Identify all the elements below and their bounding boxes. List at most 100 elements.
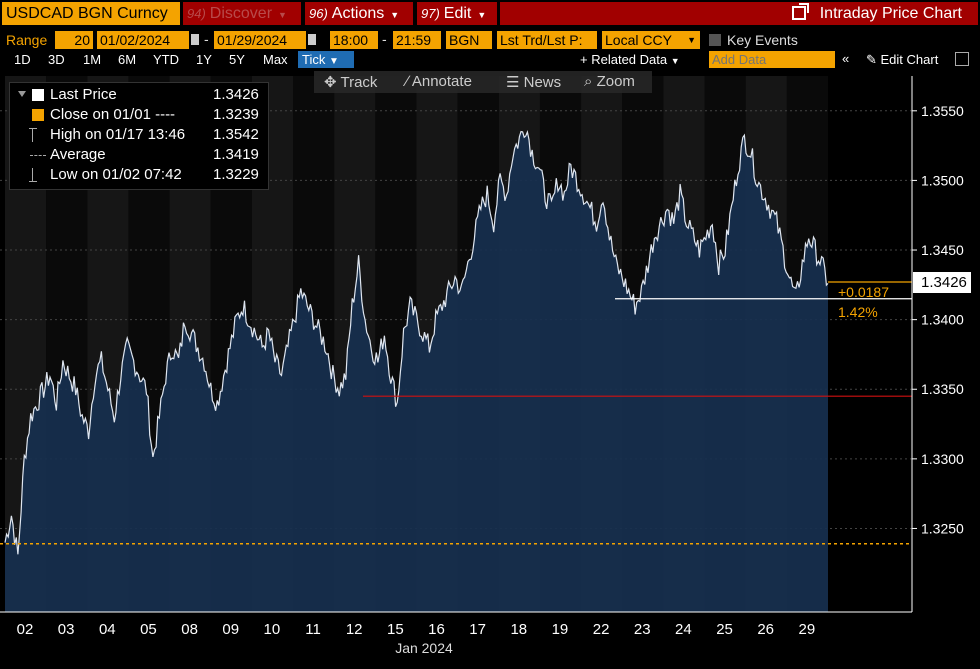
news-icon: ☰: [506, 74, 524, 91]
tick-dropdown[interactable]: Tick ▼: [298, 51, 354, 68]
source-field[interactable]: BGN: [446, 31, 492, 49]
calendar-icon[interactable]: [191, 34, 199, 45]
range-bar: Range 20 01/02/2024 - 01/29/2024 18:00 -…: [0, 30, 980, 50]
x-tick-label: 25: [716, 621, 733, 638]
edit-chart-button[interactable]: ✎ Edit Chart: [866, 52, 938, 68]
x-tick-label: 23: [634, 621, 651, 638]
period-max[interactable]: Max: [263, 52, 288, 67]
legend-last-price[interactable]: Last Price 1.3426: [10, 85, 270, 105]
tick-label: Tick: [302, 52, 326, 67]
track-tool[interactable]: ✥ Track: [324, 73, 377, 91]
news-label: News: [523, 74, 562, 91]
legend-label: Close on 01/01 ----: [50, 106, 176, 123]
x-tick-label: 17: [469, 621, 486, 638]
magnifier-icon: ⌕: [584, 73, 597, 90]
market-field[interactable]: Lst Trd/Lst P:: [497, 31, 597, 49]
chevron-down-icon: ▼: [477, 10, 487, 20]
window-toggle-icon[interactable]: [955, 52, 969, 66]
price-change-abs: +0.0187: [838, 284, 889, 300]
start-time-field[interactable]: 18:00: [330, 31, 378, 49]
key-events-label: Key Events: [727, 32, 798, 48]
period-1y[interactable]: 1Y: [196, 52, 212, 67]
legend-label: High on 01/17 13:46: [50, 126, 186, 143]
annotate-label: Annotate: [411, 73, 472, 90]
pencil-icon: ✎: [866, 52, 881, 67]
related-data-menu[interactable]: + Related Data ▼: [580, 52, 680, 67]
period-ytd[interactable]: YTD: [153, 52, 179, 67]
x-tick-label: 24: [675, 621, 692, 638]
currency-value: Local CCY: [605, 32, 672, 48]
price-change-pct: 1.42%: [838, 304, 878, 320]
key-events-checkbox[interactable]: [709, 34, 721, 46]
x-tick-label: 04: [99, 621, 116, 638]
legend-high[interactable]: High on 01/17 13:46 1.3542: [10, 125, 270, 145]
title-bar: USDCAD BGN Curncy 94) Discover ▼ 96) Action…: [0, 0, 980, 27]
zoom-tool[interactable]: ⌕ Zoom: [584, 73, 635, 90]
chart-toolbar: ✥ Track ∕ Annotate ☰ News ⌕ Zoom: [314, 71, 652, 93]
edit-label: Edit: [443, 5, 472, 22]
x-tick-label: 09: [222, 621, 239, 638]
track-label: Track: [340, 74, 378, 91]
period-1d[interactable]: 1D: [14, 52, 31, 67]
price-area: [5, 131, 828, 612]
popout-icon[interactable]: [791, 3, 809, 20]
crosshair-icon: ✥: [324, 74, 341, 91]
collapse-icon[interactable]: «: [842, 51, 850, 66]
end-time-field[interactable]: 21:59: [393, 31, 441, 49]
period-3d[interactable]: 3D: [48, 52, 65, 67]
x-tick-label: 12: [346, 621, 363, 638]
range-separator: -: [204, 31, 209, 47]
y-tick-label: 1.3450: [921, 242, 964, 258]
period-6m[interactable]: 6M: [118, 52, 137, 67]
calendar-icon[interactable]: [308, 34, 316, 45]
legend-average[interactable]: Average 1.3419: [10, 145, 270, 165]
average-marker-icon: [30, 155, 46, 156]
news-tool[interactable]: ☰ News: [506, 73, 561, 91]
range-value-field[interactable]: 20: [55, 31, 93, 49]
chevron-down-icon: ▼: [278, 10, 287, 20]
chevron-down-icon: ▼: [687, 35, 696, 45]
low-marker-icon: [29, 168, 42, 182]
period-5y[interactable]: 5Y: [229, 52, 245, 67]
x-tick-label: 18: [510, 621, 527, 638]
ticker-field[interactable]: USDCAD BGN Curncy: [2, 2, 180, 25]
chevron-down-icon: ▼: [328, 56, 339, 67]
x-tick-label: 29: [799, 621, 816, 638]
y-tick-label: 1.3350: [921, 381, 964, 397]
chart-legend: Last Price 1.3426 Close on 01/01 ---- 1.…: [9, 82, 269, 190]
y-tick-label: 1.3500: [921, 172, 964, 188]
actions-menu[interactable]: 96) Actions ▼: [305, 2, 413, 25]
period-1m[interactable]: 1M: [83, 52, 102, 67]
edit-chart-label: Edit Chart: [880, 52, 939, 67]
add-data-input[interactable]: [709, 51, 835, 68]
chart-title-bar: Intraday Price Chart: [500, 2, 978, 25]
y-tick-label: 1.3300: [921, 451, 964, 467]
legend-swatch: [32, 89, 44, 101]
annotate-tool[interactable]: ∕ Annotate: [406, 73, 472, 90]
actions-label: Actions: [331, 5, 385, 22]
x-tick-label: 26: [757, 621, 774, 638]
x-tick-label: 19: [552, 621, 569, 638]
chart-title: Intraday Price Chart: [819, 5, 962, 22]
time-separator: -: [382, 31, 387, 47]
chevron-down-icon: ▼: [390, 10, 400, 20]
legend-close[interactable]: Close on 01/01 ---- 1.3239: [10, 105, 270, 125]
discover-menu[interactable]: 94) Discover ▼: [183, 2, 301, 25]
high-marker-icon: [29, 128, 42, 142]
y-tick-label: 1.3550: [921, 103, 964, 119]
last-price-tag: 1.3426: [913, 272, 971, 293]
legend-low[interactable]: Low on 01/02 07:42 1.3229: [10, 165, 270, 185]
end-date-field[interactable]: 01/29/2024: [214, 31, 306, 49]
x-tick-label: 08: [181, 621, 198, 638]
edit-menu[interactable]: 97) Edit ▼: [417, 2, 497, 25]
x-tick-label: 05: [140, 621, 157, 638]
currency-select[interactable]: Local CCY ▼: [602, 31, 700, 49]
chevron-down-icon[interactable]: [18, 91, 26, 97]
x-tick-label: 16: [428, 621, 445, 638]
period-bar: 1D 3D 1M 6M YTD 1Y 5Y Max Tick ▼ + Relat…: [0, 50, 980, 69]
chevron-down-icon: ▼: [670, 56, 680, 66]
legend-value: 1.3542: [213, 126, 259, 143]
legend-value: 1.3239: [213, 106, 259, 123]
start-date-field[interactable]: 01/02/2024: [97, 31, 189, 49]
related-data-label: Related Data: [591, 52, 668, 67]
